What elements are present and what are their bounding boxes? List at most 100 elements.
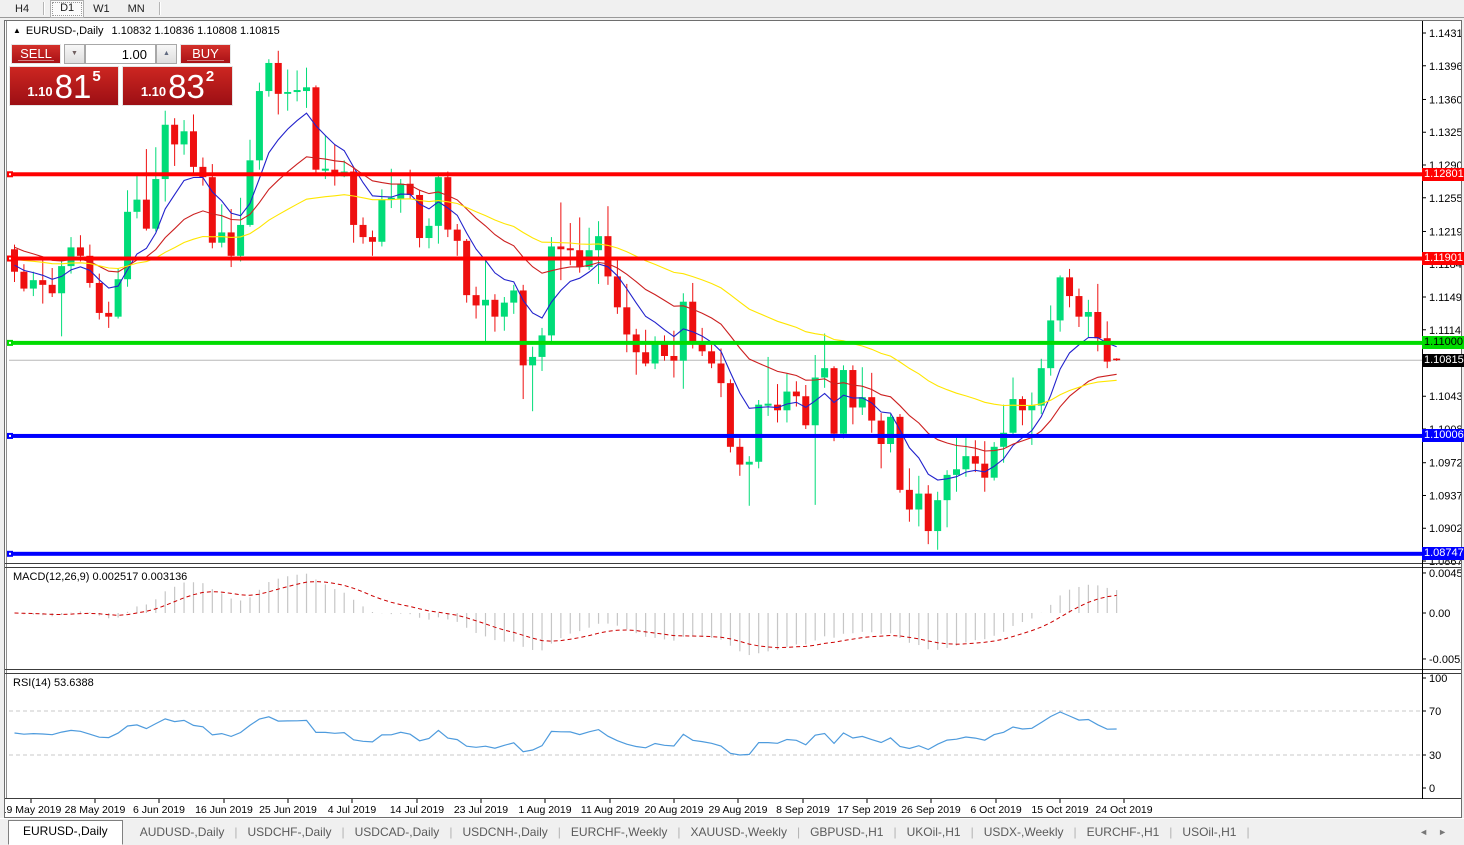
volume-decrease-button[interactable]: ▼	[64, 44, 85, 64]
svg-text:1.11490: 1.11490	[1429, 292, 1461, 304]
tab-scroll-controls: ◄ ►	[1414, 827, 1464, 837]
hline-1.12801	[9, 172, 1422, 177]
tab-separator: |	[1169, 825, 1173, 839]
price-level-badge: 1.08747	[1422, 547, 1464, 561]
buy-price-prefix: 1.10	[140, 84, 167, 99]
tab-audusd-daily[interactable]: AUDUSD-,Daily	[139, 825, 225, 839]
macd-name: MACD(12,26,9)	[13, 571, 90, 583]
svg-text:11 Aug 2019: 11 Aug 2019	[581, 804, 639, 816]
svg-text:25 Jun 2019: 25 Jun 2019	[259, 804, 317, 816]
svg-text:1.09720: 1.09720	[1429, 458, 1461, 470]
svg-text:1.09020: 1.09020	[1429, 523, 1461, 535]
svg-text:6 Oct 2019: 6 Oct 2019	[970, 804, 1022, 816]
tab-usoil-h1[interactable]: USOil-,H1	[1182, 825, 1237, 839]
svg-text:26 Sep 2019: 26 Sep 2019	[901, 804, 961, 816]
tab-scroll-left-icon[interactable]: ◄	[1419, 827, 1429, 837]
price-level-badge: 1.11901	[1422, 252, 1464, 266]
svg-text:20 Aug 2019: 20 Aug 2019	[645, 804, 704, 816]
tab-separator: |	[677, 825, 681, 839]
toolbar-separator	[43, 2, 46, 15]
timeframe-button-mn[interactable]: MN	[127, 2, 145, 15]
svg-text:0.004536: 0.004536	[1429, 568, 1461, 580]
svg-text:8 Sep 2019: 8 Sep 2019	[776, 804, 830, 816]
tab-eurchf-weekly[interactable]: EURCHF-,Weekly	[570, 825, 668, 839]
timeframe-button-w1[interactable]: W1	[93, 2, 110, 15]
svg-text:23 Jul 2019: 23 Jul 2019	[454, 804, 508, 816]
svg-text:1.09370: 1.09370	[1429, 490, 1461, 502]
svg-text:19 May 2019: 19 May 2019	[5, 804, 62, 816]
tab-usdcad-daily[interactable]: USDCAD-,Daily	[354, 825, 440, 839]
svg-text:15 Oct 2019: 15 Oct 2019	[1031, 804, 1088, 816]
rsi-value: 53.6388	[53, 677, 94, 689]
svg-text:1.13250: 1.13250	[1429, 127, 1461, 139]
tab-separator: |	[449, 825, 453, 839]
tab-xauusd-weekly[interactable]: XAUUSD-,Weekly	[690, 825, 787, 839]
macd-indicator-label: MACD(12,26,9) 0.002517 0.003136	[13, 571, 187, 583]
svg-text:0: 0	[1429, 783, 1435, 795]
timeframe-button-h4[interactable]: H4	[15, 2, 30, 15]
sell-price-prefix: 1.10	[27, 84, 53, 99]
tab-separator: |	[796, 825, 801, 839]
tab-usdx-weekly[interactable]: USDX-,Weekly	[983, 825, 1064, 839]
svg-text:100: 100	[1429, 673, 1447, 685]
moving-average-45	[14, 194, 1117, 407]
tab-separator: |	[1073, 825, 1077, 839]
timeframe-button-d1[interactable]: D1	[50, 0, 85, 18]
svg-text:1.13960: 1.13960	[1429, 61, 1461, 73]
tab-separator: |	[970, 825, 974, 839]
sell-button[interactable]: SELL	[11, 44, 61, 64]
svg-text:28 May 2019: 28 May 2019	[65, 804, 126, 816]
sell-price-pipette: 5	[92, 68, 101, 85]
buy-button[interactable]: BUY	[180, 44, 231, 64]
rsi-indicator-label: RSI(14) 53.6388	[13, 677, 94, 689]
svg-text:6 Jun 2019: 6 Jun 2019	[133, 804, 185, 816]
moving-average-8	[14, 112, 1117, 481]
chart-ohlc-values: 1.10832 1.10836 1.10808 1.10815	[111, 25, 280, 37]
rsi-name: RSI(14)	[13, 677, 51, 689]
collapse-chart-icon[interactable]: ▲	[13, 26, 21, 35]
moving-average-20	[14, 156, 1117, 452]
buy-price-pipette: 2	[205, 68, 215, 85]
tab-separator: |	[341, 825, 345, 839]
buy-price-display[interactable]: 1.10 83 2	[122, 66, 233, 106]
tab-eurusd-daily[interactable]: EURUSD-,Daily	[8, 819, 123, 845]
price-chart-canvas[interactable]: 1.143101.139601.136001.132501.129001.125…	[5, 21, 1461, 817]
price-level-badge: 1.11000	[1422, 336, 1464, 350]
hline-1.08747	[9, 551, 1422, 556]
candlestick-series	[11, 50, 1121, 550]
tab-usdchf-daily[interactable]: USDCHF-,Daily	[247, 825, 332, 839]
tab-usdcnh-daily[interactable]: USDCNH-,Daily	[462, 825, 548, 839]
one-click-trading-panel: SELL ▼ ▲ BUY 1.10815 1.10832	[9, 43, 233, 127]
current-price-badge: 1.10815	[1422, 353, 1464, 367]
chevron-down-icon: ▼	[71, 50, 78, 57]
svg-text:1 Aug 2019: 1 Aug 2019	[518, 804, 571, 816]
chart-title: ▲ EURUSD-,Daily 1.10832 1.10836 1.10808 1.…	[13, 25, 280, 37]
svg-text:-0.005205: -0.005205	[1429, 654, 1461, 666]
svg-text:30: 30	[1429, 750, 1441, 762]
tab-eurchf-h1[interactable]: EURCHF-,H1	[1086, 825, 1160, 839]
tab-ukoil-h1[interactable]: UKOil-,H1	[906, 825, 961, 839]
volume-increase-button[interactable]: ▲	[156, 44, 177, 64]
tab-scroll-right-icon[interactable]: ►	[1438, 827, 1447, 837]
tab-separator: |	[893, 825, 897, 839]
chart-tab-bar: EURUSD-,Daily AUDUSD-,Daily | USDCHF-,Daily…	[0, 818, 1464, 845]
tab-separator: |	[557, 825, 561, 839]
macd-values: 0.002517 0.003136	[92, 571, 188, 583]
chevron-up-icon: ▲	[163, 50, 170, 57]
svg-text:4 Jul 2019: 4 Jul 2019	[328, 804, 377, 816]
volume-input[interactable]	[85, 44, 156, 64]
svg-text:1.10430: 1.10430	[1429, 391, 1461, 403]
svg-text:0.00: 0.00	[1429, 608, 1450, 620]
macd-signal-line	[14, 581, 1117, 649]
svg-text:14 Jul 2019: 14 Jul 2019	[390, 804, 444, 816]
price-level-badge: 1.10006	[1422, 429, 1464, 443]
chart-symbol-label: EURUSD-,Daily	[25, 25, 104, 37]
tab-gbpusd-h1[interactable]: GBPUSD-,H1	[810, 825, 884, 839]
svg-text:1.11140: 1.11140	[1429, 325, 1461, 337]
sell-price-main: 81	[54, 68, 92, 105]
hline-1.11901	[9, 256, 1422, 261]
svg-text:24 Oct 2019: 24 Oct 2019	[1095, 804, 1152, 816]
svg-text:1.12190: 1.12190	[1429, 226, 1461, 238]
buy-price-main: 83	[168, 68, 205, 105]
sell-price-display[interactable]: 1.10 81 5	[9, 66, 119, 106]
